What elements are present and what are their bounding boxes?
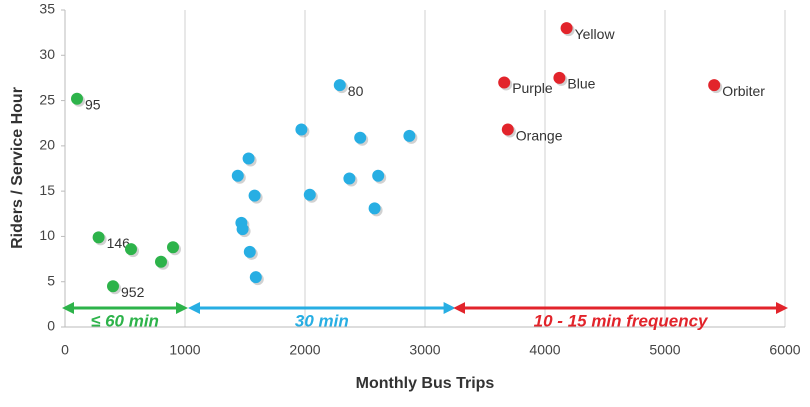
range-label: ≤ 60 min — [91, 311, 159, 330]
point — [249, 271, 262, 284]
point — [403, 129, 416, 142]
x-tick-label: 6000 — [769, 342, 800, 358]
y-tick-label: 10 — [39, 227, 55, 243]
point — [92, 231, 105, 244]
point — [501, 123, 514, 136]
point-label: Orange — [516, 127, 563, 143]
x-tick-label: 1000 — [169, 342, 200, 358]
point — [560, 22, 573, 35]
range-label: 30 min — [295, 311, 349, 330]
point — [231, 169, 244, 182]
point — [343, 172, 356, 185]
point-label: 952 — [121, 284, 145, 300]
point — [167, 241, 179, 254]
point-label: Orbiter — [722, 83, 765, 99]
point-label: 146 — [107, 235, 131, 251]
point — [71, 92, 83, 105]
point — [295, 123, 308, 136]
point — [236, 223, 249, 236]
range-label: 10 - 15 min frequency — [534, 311, 709, 330]
point-label: 80 — [348, 83, 364, 99]
x-tick-label: 3000 — [409, 342, 440, 358]
y-tick-label: 30 — [39, 46, 55, 62]
point — [303, 188, 316, 201]
y-tick-label: 25 — [39, 91, 55, 107]
x-tick-label: 0 — [61, 342, 69, 358]
point — [333, 79, 346, 92]
y-axis-title: Riders / Service Hour — [9, 87, 26, 249]
point-label: 95 — [85, 96, 101, 112]
point — [248, 189, 261, 202]
point — [155, 255, 167, 268]
point — [372, 169, 385, 182]
point — [242, 152, 255, 165]
point — [107, 280, 119, 293]
point — [553, 71, 566, 84]
y-tick-label: 5 — [47, 272, 55, 288]
y-tick-label: 0 — [47, 318, 55, 334]
y-tick-label: 35 — [39, 1, 55, 17]
point-label: Blue — [567, 76, 595, 92]
point — [368, 202, 381, 215]
point — [498, 76, 511, 89]
point-label: Purple — [512, 80, 553, 96]
point — [125, 243, 137, 256]
point-label: Yellow — [575, 26, 616, 42]
y-tick-label: 15 — [39, 182, 55, 198]
x-tick-label: 2000 — [289, 342, 320, 358]
x-tick-label: 5000 — [649, 342, 680, 358]
x-tick-label: 4000 — [529, 342, 560, 358]
point — [354, 131, 367, 144]
x-axis-title: Monthly Bus Trips — [356, 375, 495, 392]
y-tick-label: 20 — [39, 137, 55, 153]
point — [243, 245, 256, 258]
point — [708, 79, 721, 92]
